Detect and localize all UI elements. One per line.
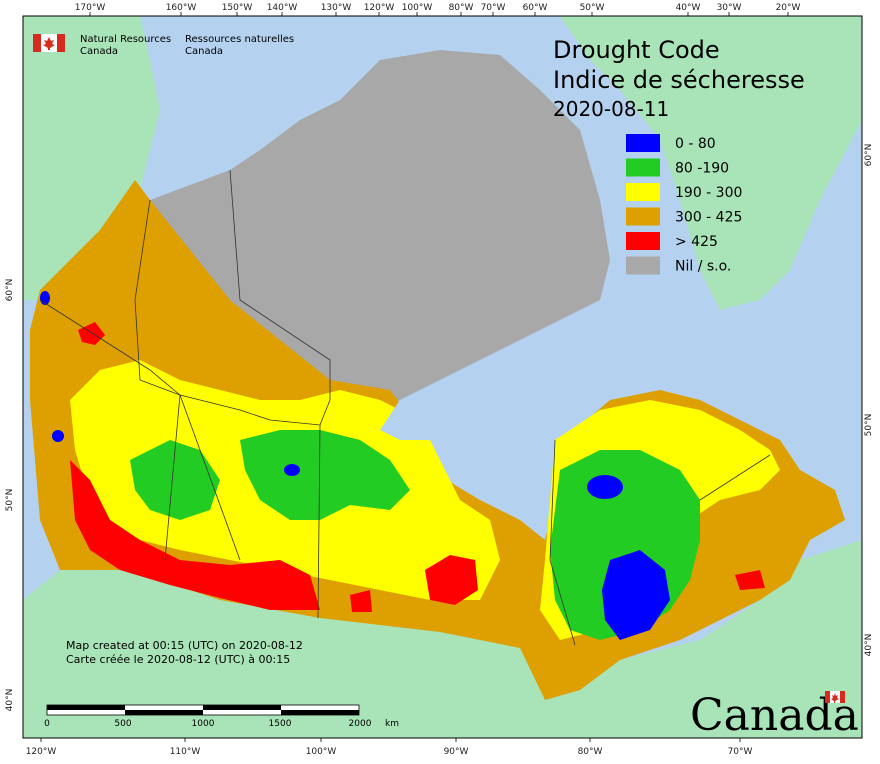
agency-fr-line1: Ressources naturelles: [185, 34, 294, 45]
map-frame-outline: [22, 15, 863, 739]
legend: 0 - 80 80 -190 190 - 300 300 - 425 > 425 Nil …: [626, 134, 742, 275]
tick-label: 50°W: [580, 3, 605, 13]
maple-leaf-icon: [43, 37, 55, 50]
canada-wordmark: Canada: [690, 690, 859, 741]
tick-label: 170°W: [75, 3, 106, 13]
tick-label: 60°N: [864, 144, 874, 167]
red-zone-atlantic: [735, 570, 765, 590]
agency-en-line2: Canada: [80, 46, 118, 57]
tick-label: 100°W: [402, 3, 433, 13]
greenland: [560, 16, 862, 310]
title-en: Drought Code: [553, 36, 720, 64]
wordmark-flag-left: [825, 691, 830, 703]
scale-bar: 0 500 1000 1500 2000 km: [44, 704, 399, 729]
tick-label: 140°W: [267, 3, 298, 13]
canada-nil-region: [150, 50, 610, 420]
blue-zone-quebec: [602, 550, 670, 640]
tick-label: 20°W: [776, 3, 801, 13]
tick-label: 90°W: [444, 747, 469, 757]
legend-swatch: [626, 207, 660, 226]
credit-fr: Carte créée le 2020-08-12 (UTC) à 00:15: [66, 653, 290, 666]
legend-swatch: [626, 232, 660, 250]
map-date: 2020-08-11: [553, 97, 669, 121]
map-title: Drought Code Indice de sécheresse 2020-0…: [553, 36, 805, 121]
tick-label: 50°N: [864, 414, 874, 437]
legend-label: 300 - 425: [675, 210, 742, 226]
tick-label: 60°N: [5, 279, 15, 302]
tick-label: 50°N: [5, 489, 15, 512]
tick-label: 80°W: [449, 3, 474, 13]
green-zone-prairie: [240, 430, 410, 520]
blue-zone-north-quebec: [587, 475, 623, 499]
red-zone-ontario: [350, 590, 372, 612]
scale-label: 0: [44, 719, 50, 729]
left-latitude-ticks: 60°N 50°N 40°N: [5, 279, 15, 712]
legend-swatch: [626, 256, 660, 275]
tick-label: 100°W: [306, 747, 337, 757]
red-zone-north-bc: [78, 322, 105, 345]
blue-zone-manitoba: [284, 464, 300, 476]
scale-label: km: [385, 719, 399, 729]
wordmark-flag-right: [840, 691, 845, 703]
bottom-longitude-ticks: 120°W 110°W 100°W 90°W 80°W 70°W: [26, 738, 753, 757]
tick-label: 40°W: [676, 3, 701, 13]
top-longitude-ticks: 170°W 160°W 150°W 140°W 130°W 120°W 100°W 80°W 7…: [75, 3, 801, 16]
tick-label: 110°W: [170, 747, 201, 757]
agency-en-line1: Natural Resources: [80, 34, 171, 45]
tick-label: 80°W: [578, 747, 603, 757]
agency-fr-line2: Canada: [185, 46, 223, 57]
legend-swatch: [626, 183, 660, 201]
usa: [23, 540, 862, 738]
scale-label: 1500: [269, 719, 292, 729]
flag-bar-left: [33, 34, 41, 52]
scale-label: 1000: [192, 719, 215, 729]
tick-label: 40°N: [864, 634, 874, 657]
legend-label: 0 - 80: [675, 136, 716, 152]
legend-label: > 425: [675, 234, 718, 250]
tick-label: 70°W: [728, 747, 753, 757]
nrcan-signature: Natural Resources Canada Ressources natu…: [33, 34, 294, 57]
tick-label: 150°W: [222, 3, 253, 13]
tick-label: 120°W: [364, 3, 395, 13]
title-fr: Indice de sécheresse: [553, 66, 805, 94]
tick-label: 120°W: [26, 747, 57, 757]
legend-label: Nil / s.o.: [675, 259, 731, 275]
tick-label: 40°N: [5, 689, 15, 712]
province-borders: [39, 169, 771, 646]
legend-swatch: [626, 134, 660, 152]
right-latitude-ticks: 60°N 50°N 40°N: [864, 144, 874, 657]
legend-label: 80 -190: [675, 161, 729, 177]
green-zone-bc: [130, 440, 220, 520]
tick-label: 30°W: [717, 3, 742, 13]
blue-zone-bc-island: [52, 430, 64, 442]
tick-label: 160°W: [166, 3, 197, 13]
red-zone-manitoba: [425, 555, 478, 605]
tick-label: 130°W: [321, 3, 352, 13]
hudson-bay: [380, 350, 560, 440]
alaska: [23, 16, 160, 300]
scale-label: 2000: [349, 719, 372, 729]
tick-label: 70°W: [481, 3, 506, 13]
tick-label: 60°W: [523, 3, 548, 13]
legend-swatch: [626, 158, 660, 177]
legend-label: 190 - 300: [675, 185, 742, 201]
flag-bar-right: [57, 34, 65, 52]
credit-en: Map created at 00:15 (UTC) on 2020-08-12: [66, 639, 303, 652]
scale-label: 500: [114, 719, 131, 729]
wordmark-maple-icon: [831, 693, 839, 703]
red-zone-southwest: [70, 460, 320, 610]
